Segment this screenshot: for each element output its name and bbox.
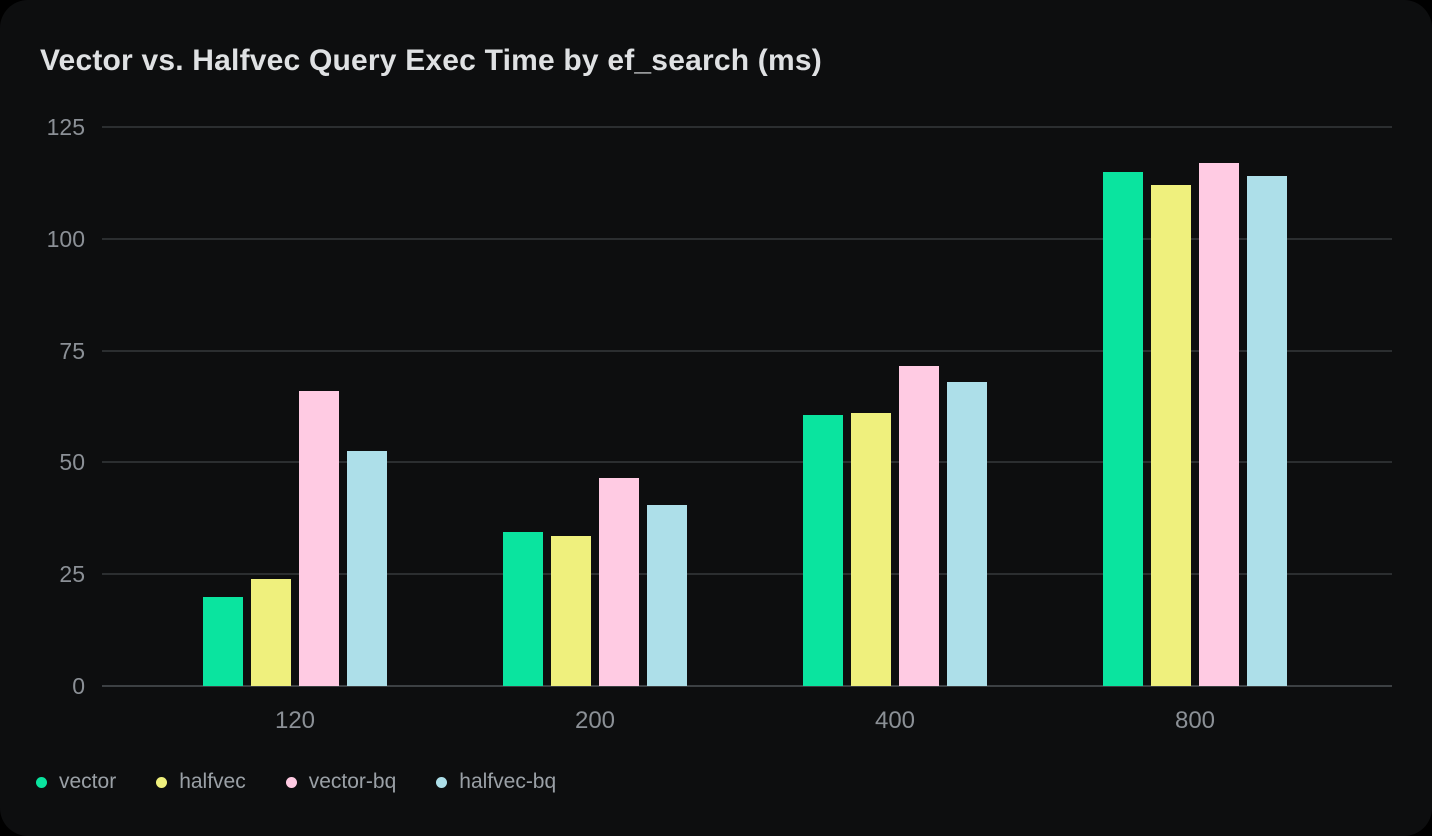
bar-vector-400[interactable]: [803, 415, 843, 686]
gridline-y-75: [102, 349, 1392, 352]
x-tick-label-120: 120: [274, 707, 316, 734]
bar-halfvec-200[interactable]: [551, 536, 591, 686]
x-axis-line: [102, 685, 1392, 687]
legend-label-vector: vector: [59, 770, 117, 793]
bar-vector-bq-800[interactable]: [1199, 162, 1239, 686]
bar-vector-bq-200[interactable]: [599, 478, 639, 686]
y-tick-label-0: 0: [72, 673, 85, 699]
bar-halfvec-bq-120[interactable]: [347, 451, 387, 686]
bar-vector-bq-120[interactable]: [299, 390, 339, 686]
gridline-y-50: [102, 461, 1392, 464]
chart-title: Vector vs. Halfvec Query Exec Time by ef…: [40, 44, 822, 77]
gridline-y-125: [102, 126, 1392, 128]
gridline-y-100: [102, 237, 1392, 240]
y-tick-label-50: 50: [59, 449, 85, 476]
bar-vector-120[interactable]: [203, 596, 243, 686]
gridline-y-25: [102, 573, 1392, 576]
bar-halfvec-120[interactable]: [251, 578, 291, 686]
y-tick-label-125: 125: [46, 114, 85, 140]
legend: vector halfvec vector-bq halfvec-bq: [36, 770, 556, 794]
legend-label-halfvec-bq: halfvec-bq: [459, 770, 557, 793]
bar-halfvec-400[interactable]: [851, 413, 891, 686]
bar-vector-800[interactable]: [1103, 171, 1143, 686]
bar-halfvec-bq-400[interactable]: [947, 381, 987, 686]
bar-halfvec-bq-200[interactable]: [647, 504, 687, 686]
legend-label-vector-bq: vector-bq: [308, 770, 397, 793]
bar-halfvec-bq-800[interactable]: [1247, 176, 1287, 686]
y-tick-label-75: 75: [59, 337, 85, 364]
legend-dot-vector-bq: [285, 776, 297, 788]
legend-item-vector[interactable]: vector: [36, 770, 116, 794]
legend-dot-halfvec-bq: [436, 776, 448, 788]
x-tick-label-800: 800: [1174, 707, 1216, 734]
bar-vector-200[interactable]: [503, 531, 543, 686]
bar-halfvec-800[interactable]: [1151, 185, 1191, 686]
bar-vector-bq-400[interactable]: [899, 366, 939, 686]
legend-item-halfvec[interactable]: halfvec: [156, 770, 246, 794]
legend-item-vector-bq[interactable]: vector-bq: [285, 770, 397, 794]
legend-label-halfvec: halfvec: [179, 770, 246, 793]
legend-dot-halfvec: [156, 776, 168, 788]
legend-dot-vector: [36, 776, 47, 788]
y-tick-label-25: 25: [59, 561, 85, 588]
x-tick-label-200: 200: [574, 707, 616, 734]
x-tick-label-400: 400: [874, 707, 916, 734]
y-tick-label-100: 100: [46, 225, 85, 252]
legend-item-halfvec-bq[interactable]: halfvec-bq: [436, 770, 556, 794]
